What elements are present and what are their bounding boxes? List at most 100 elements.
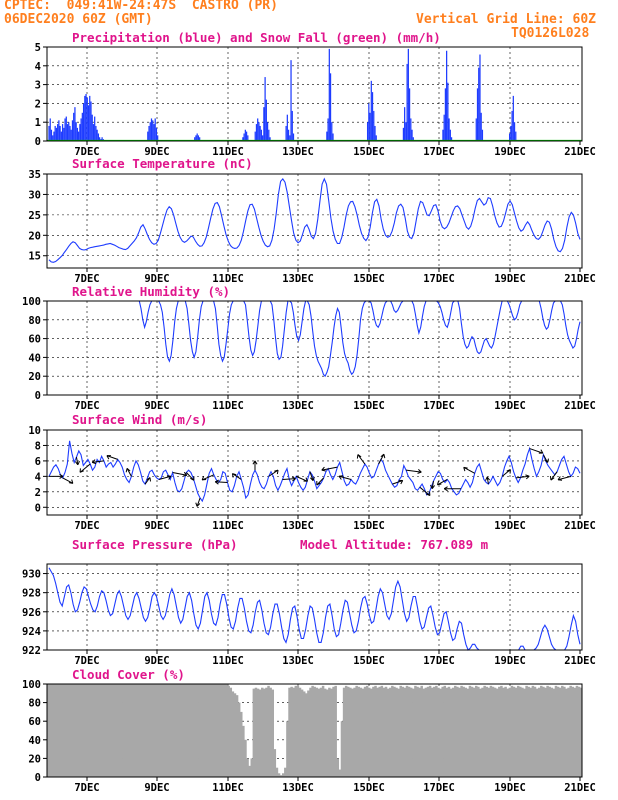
cloud-bar xyxy=(475,685,478,777)
x-tick-label: 17DEC xyxy=(423,273,455,285)
y-tick-label: 80 xyxy=(28,698,41,710)
x-tick-label: 9DEC xyxy=(144,400,169,412)
y-tick-label: 100 xyxy=(22,679,41,691)
x-tick-label: 21DEC xyxy=(564,782,596,794)
cloud-bar xyxy=(95,684,98,777)
cloud-bar xyxy=(284,767,287,777)
x-tick-label: 11DEC xyxy=(212,520,244,532)
cloud-bar xyxy=(472,687,476,777)
wind-vector xyxy=(309,471,314,481)
cloud-bar xyxy=(395,687,398,777)
precip-bar xyxy=(245,131,248,141)
header-grid-note: Vertical Grid Line: 60Z xyxy=(416,12,597,27)
y-tick-label: 15 xyxy=(28,251,41,263)
cloud-bar xyxy=(443,685,447,777)
precip-bar xyxy=(447,82,449,141)
cloud-bar xyxy=(500,685,503,777)
cloud-bar xyxy=(229,687,233,777)
cloud-bar xyxy=(426,686,430,777)
cloud-bar xyxy=(540,685,543,777)
cloud-bar xyxy=(158,684,161,777)
wind-arrowhead xyxy=(274,469,279,475)
cloud-bar xyxy=(498,686,501,777)
precip-bar xyxy=(257,118,259,141)
cloud-bar xyxy=(435,685,438,777)
wind-vector xyxy=(106,455,118,460)
precip-bar xyxy=(326,131,328,141)
wind-arrowhead xyxy=(59,473,64,479)
y-tick-label: 926 xyxy=(22,607,41,619)
precip-bar xyxy=(269,137,271,141)
cloud-bar xyxy=(179,684,182,777)
cloud-bar xyxy=(162,684,165,777)
y-tick-label: 0 xyxy=(35,502,41,514)
cloud-bar xyxy=(328,687,331,777)
precip-bar xyxy=(147,131,149,141)
x-tick-label: 9DEC xyxy=(144,520,169,532)
x-tick-label: 13DEC xyxy=(282,655,314,667)
cloud-bar xyxy=(418,687,421,777)
precip-bar xyxy=(478,67,480,141)
cloud-bar xyxy=(93,684,96,777)
cloud-bar xyxy=(368,687,371,777)
cloud-bar xyxy=(409,687,413,777)
cloud-bar xyxy=(145,684,149,777)
precip-bar xyxy=(254,131,256,141)
precip-bar xyxy=(58,120,60,141)
cloud-bar xyxy=(74,684,77,777)
precip-bar xyxy=(366,122,369,141)
cloud-bar xyxy=(112,684,115,777)
x-tick-label: 19DEC xyxy=(494,655,526,667)
x-tick-label: 17DEC xyxy=(423,400,455,412)
cloud-bar xyxy=(407,686,411,777)
cloud-bar xyxy=(577,686,581,777)
cloud-bar xyxy=(430,687,434,777)
x-tick-label: 15DEC xyxy=(353,655,385,667)
wind-arrowhead xyxy=(525,474,530,480)
cloud-bar xyxy=(561,685,564,777)
cloud-bar xyxy=(338,769,342,777)
precip-bar xyxy=(449,129,451,141)
cloud-bar xyxy=(231,691,235,777)
cloud-bar xyxy=(420,685,423,777)
precip-bar xyxy=(55,127,58,141)
plot-frame xyxy=(46,46,583,142)
precip-bar xyxy=(508,133,511,141)
precip-bar xyxy=(74,107,76,141)
cloud-bar xyxy=(439,688,442,777)
wind-arrowhead xyxy=(190,476,195,481)
cloud-bar xyxy=(187,684,191,777)
cloud-bar xyxy=(330,688,333,777)
cloud-bar xyxy=(63,684,67,777)
y-tick-label: 6 xyxy=(35,456,41,468)
cloud-bar xyxy=(485,686,488,777)
precip-bar xyxy=(96,129,98,141)
wind-vector xyxy=(201,474,214,481)
wind-arrowhead xyxy=(195,502,201,507)
cloud-bar xyxy=(441,686,444,777)
precip-bar xyxy=(444,88,447,141)
cloud-bar xyxy=(519,686,522,777)
x-tick-label: 19DEC xyxy=(494,400,526,412)
cloud-bar xyxy=(477,686,480,777)
cloud-bar xyxy=(311,685,314,777)
precip-bar xyxy=(328,48,330,141)
cloud-bar xyxy=(433,686,436,777)
precip-bar xyxy=(81,112,83,141)
precip-bar xyxy=(71,120,74,141)
cloud-bar xyxy=(208,684,212,777)
cloud-bar xyxy=(548,686,551,777)
precip-bar xyxy=(63,127,65,141)
cloud-bar xyxy=(118,684,121,777)
y-tick-label: 20 xyxy=(28,371,41,383)
precip-bar xyxy=(511,110,513,141)
wind-vector xyxy=(321,466,338,471)
cloud-bar xyxy=(189,684,193,777)
precip-bar xyxy=(475,118,477,141)
wind-vector xyxy=(295,475,308,482)
cloud-bar xyxy=(326,689,329,777)
cloud-bar xyxy=(47,684,50,777)
cloud-bar xyxy=(53,684,56,777)
cloud-bar xyxy=(191,684,195,777)
precip-bar xyxy=(50,129,53,141)
